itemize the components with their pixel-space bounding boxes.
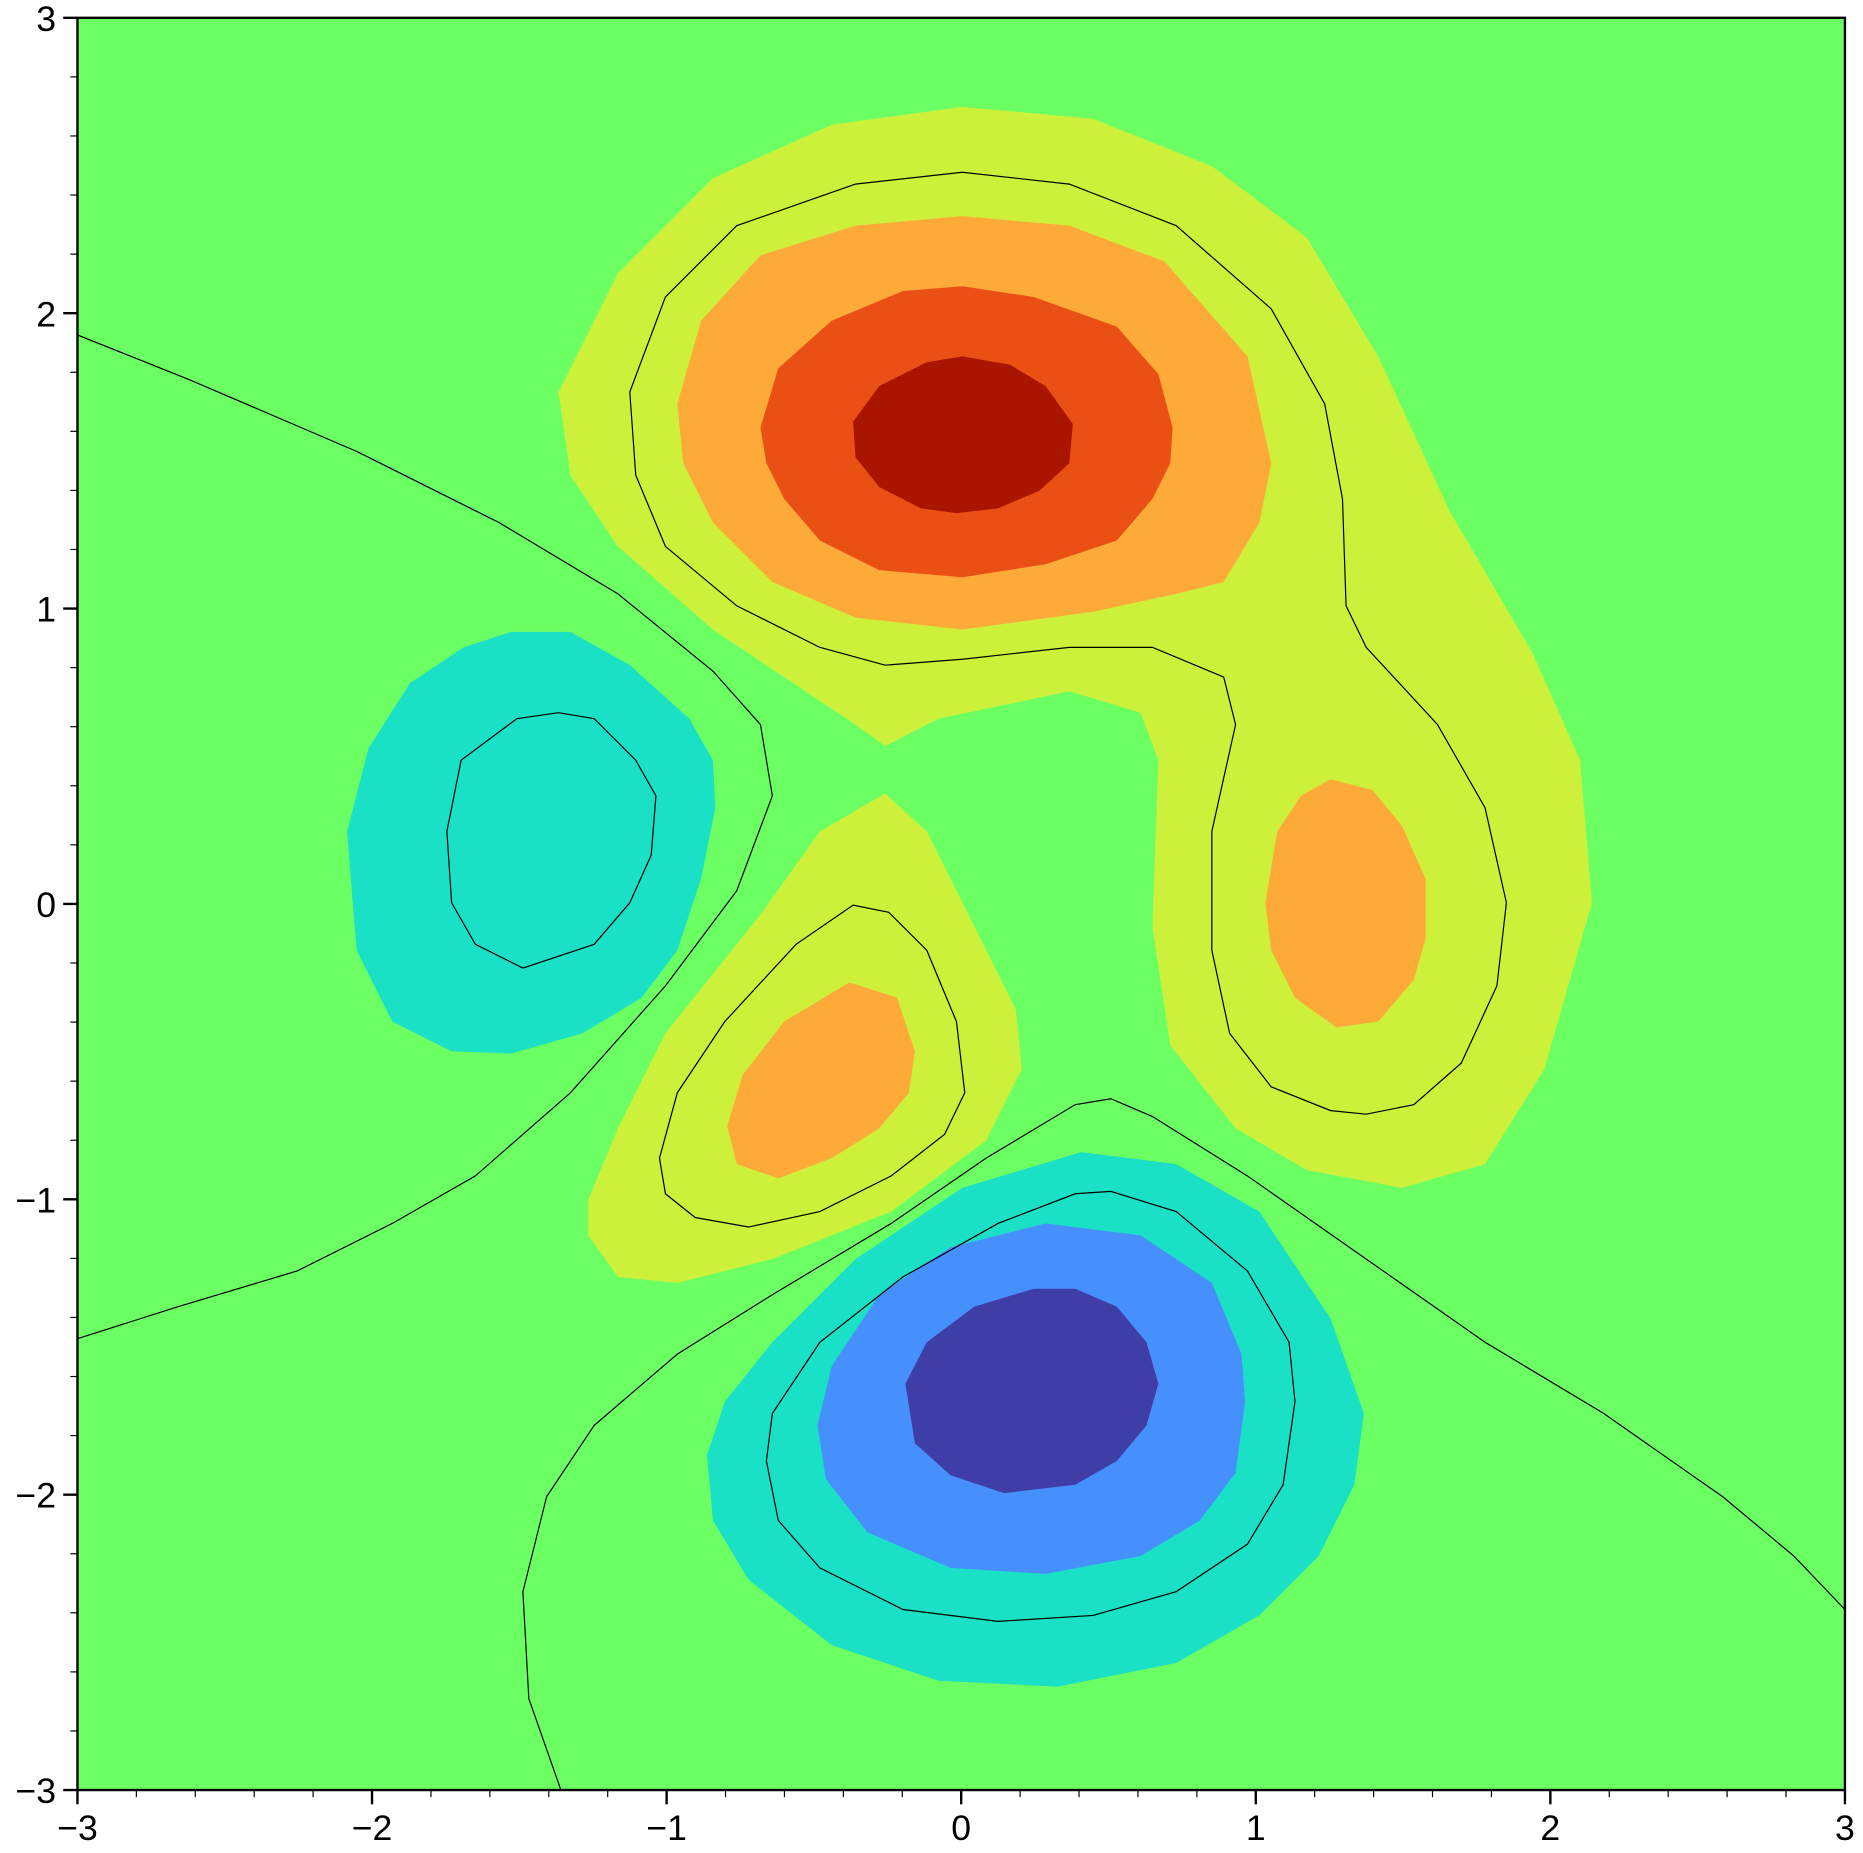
- region: [1265, 779, 1426, 1028]
- y-tick-label: 3: [36, 0, 56, 39]
- y-tick-label: 1: [36, 590, 56, 630]
- axes: −3 −2 −1 0 1 2 3 −3 −2 −1 0 1 2 3: [15, 0, 1854, 1848]
- x-tick-label: 2: [1540, 1808, 1560, 1848]
- contour-lines: [77, 171, 1846, 1791]
- y-tick-label: 2: [36, 294, 56, 334]
- contour-fill: [77, 17, 1845, 1791]
- x-tick-label: 0: [951, 1808, 971, 1848]
- y-tick-label: −3: [15, 1771, 56, 1811]
- y-tick-label: 0: [36, 885, 56, 925]
- contour-line: [765, 1190, 1296, 1622]
- region: [905, 1288, 1159, 1494]
- contour-line: [77, 334, 773, 1340]
- region: [727, 982, 915, 1179]
- y-tick-label: −1: [15, 1180, 56, 1220]
- x-tick-label: −1: [646, 1808, 687, 1848]
- contour-line: [522, 1098, 1846, 1791]
- x-tick-label: 1: [1246, 1808, 1266, 1848]
- x-tick-label: −2: [352, 1808, 393, 1848]
- contour-line: [658, 904, 966, 1228]
- x-tick-label: −3: [57, 1808, 98, 1848]
- contour-line: [629, 171, 1508, 1115]
- x-tick-label: 3: [1835, 1808, 1855, 1848]
- region: [347, 631, 716, 1054]
- contour-line: [446, 712, 657, 969]
- y-tick-label: −2: [15, 1476, 56, 1516]
- region: [853, 356, 1073, 514]
